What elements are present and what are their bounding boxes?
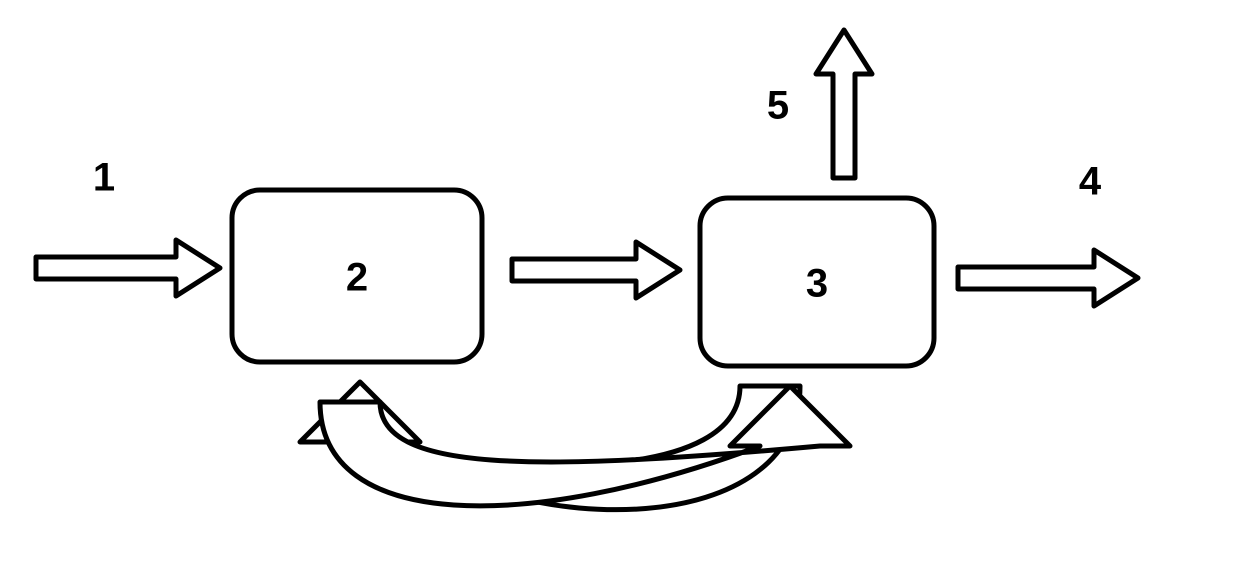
arrow-a23 bbox=[512, 242, 680, 298]
arrow-label-a4: 4 bbox=[1079, 160, 1102, 204]
node-label-n2: 2 bbox=[346, 256, 368, 300]
node-label-n3: 3 bbox=[806, 262, 828, 306]
arrow-a4 bbox=[958, 250, 1138, 306]
arrow-label-a5: 5 bbox=[767, 84, 789, 128]
arrow-a5 bbox=[816, 30, 872, 178]
arrow-label-a1: 1 bbox=[93, 156, 115, 200]
arrow-a1 bbox=[36, 240, 220, 296]
diagram-canvas: 2 3 1 4 5 bbox=[0, 0, 1240, 578]
feedback-arrow-secondary bbox=[320, 386, 850, 506]
